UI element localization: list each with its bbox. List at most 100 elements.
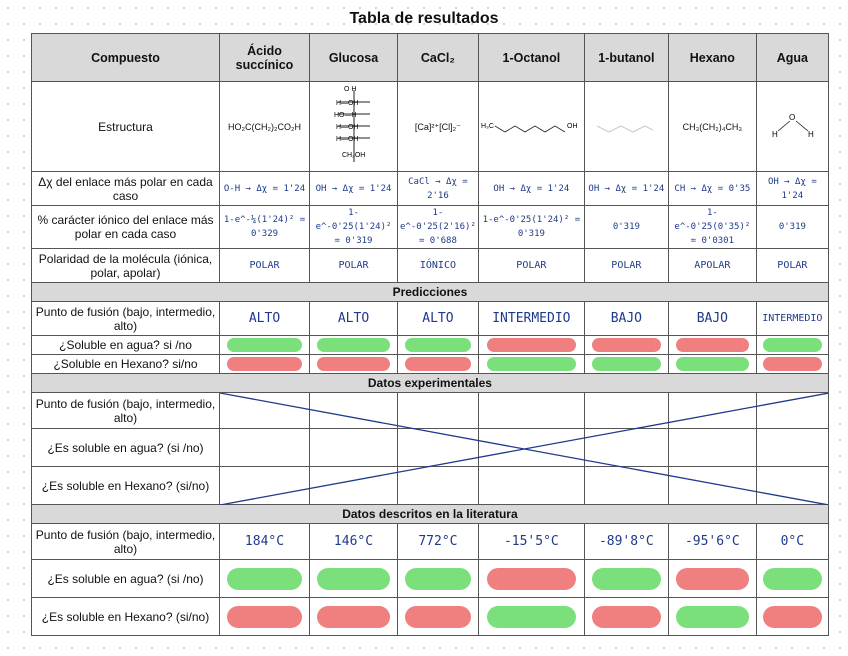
lit-agua-pill [591,567,662,590]
pred-hexano-pill [316,357,391,371]
structure-acido-succinico: HO₂C(CH₂)₂CO₂H [219,81,310,172]
row-label-exp-agua: ¿Es soluble en agua? (si /no) [31,428,220,467]
structure-octanol: H₃C OH [477,81,585,172]
row-label-exp-fusion: Punto de fusión (bajo, intermedio, alto) [31,392,220,429]
pred-agua-2 [397,335,479,355]
water-h2: H [808,130,814,139]
lit-hexano-pill [675,605,749,628]
section-experimentales: Datos experimentales [31,373,829,393]
lit-agua-3 [477,559,585,598]
exp-cell [667,466,757,505]
header-octanol: 1-Octanol [477,33,585,82]
pred-fusion-2: ALTO [397,301,479,336]
lit-hexano-pill [227,605,302,628]
delta-chi-5: CH → Δχ = 0'35 [667,171,757,206]
exp-cell [667,392,757,429]
pred-fusion-6: INTERMEDIO [755,301,829,336]
structure-glucosa: O H H—OH HO—H H—OH H—OH CH₂OH [309,81,398,172]
lit-hexano-1 [309,597,398,636]
row-pred-agua: ¿Soluble en agua? si /no [31,335,829,355]
pred-fusion-0: ALTO [219,301,310,336]
lit-agua-pill [486,567,576,590]
lit-agua-1 [309,559,398,598]
pred-hexano-pill [486,357,576,371]
row-exp-agua: ¿Es soluble en agua? (si /no) [31,428,829,467]
row-exp-hexano: ¿Es soluble en Hexano? (si/no) [31,466,829,505]
butanol-zigzag-drawing [597,125,654,133]
pred-agua-pill [486,338,576,352]
lit-hexano-pill [404,605,472,628]
pred-hexano-0 [219,354,310,374]
pred-hexano-3 [477,354,585,374]
ionic-2: 1-e^-0'25(2'16)² = 0'688 [397,205,479,249]
row-pred-hexano: ¿Soluble en Hexano? si/no [31,354,829,374]
lit-agua-pill [762,567,822,590]
pred-agua-1 [309,335,398,355]
pred-agua-3 [477,335,585,355]
header-row: Compuesto Ácido succínico Glucosa CaCl₂ … [31,33,829,82]
table-title: Tabla de resultados [349,10,499,27]
polaridad-0: POLAR [219,248,310,283]
delta-chi-0: O-H → Δχ = 1'24 [219,171,310,206]
lit-fusion-3: -15'5°C [477,523,585,560]
delta-chi-2: CaCl → Δχ = 2'16 [397,171,479,206]
header-agua: Agua [755,33,829,82]
exp-cell [583,392,669,429]
delta-chi-6: OH → Δχ = 1'24 [755,171,829,206]
header-butanol: 1-butanol [583,33,669,82]
row-label-delta-chi: Δχ del enlace más polar en cada caso [31,171,220,206]
section-literatura: Datos descritos en la literatura [31,504,829,524]
polaridad-1: POLAR [309,248,398,283]
lit-agua-pill [675,567,749,590]
glucose-line-4: H—OH [336,136,359,143]
lit-agua-pill [227,567,302,590]
pred-hexano-pill [762,357,822,371]
structure-cacl2: [Ca]²⁺[Cl]₂⁻ [397,81,479,172]
water-structure-drawing: H O H [772,113,814,139]
row-ionic: % carácter iónico del enlace más polar e… [31,205,829,249]
lit-agua-pill [316,567,391,590]
pred-hexano-1 [309,354,398,374]
lit-agua-2 [397,559,479,598]
lit-hexano-0 [219,597,310,636]
pred-hexano-2 [397,354,479,374]
pred-fusion-1: ALTO [309,301,398,336]
ionic-6: 0'319 [755,205,829,249]
exp-cell [397,466,479,505]
pred-agua-0 [219,335,310,355]
lit-hexano-pill [591,605,662,628]
row-pred-fusion: Punto de fusión (bajo, intermedio, alto)… [31,301,829,336]
structure-hexano: CH₃(CH₂)₄CH₃ [667,81,757,172]
section-title-predicciones: Predicciones [31,282,829,302]
row-label-estructura: Estructura [31,81,220,172]
header-glucosa: Glucosa [309,33,398,82]
lit-hexano-2 [397,597,479,636]
polaridad-2: IÓNICO [397,248,479,283]
glucose-line-0: O H [344,86,356,93]
exp-cell [667,428,757,467]
pred-hexano-pill [404,357,472,371]
delta-chi-1: OH → Δχ = 1'24 [309,171,398,206]
delta-chi-4: OH → Δχ = 1'24 [583,171,669,206]
glucose-structure-drawing: O H H—OH HO—H H—OH H—OH CH₂OH [334,86,370,162]
row-lit-hexano: ¿Es soluble en Hexano? (si/no) [31,597,829,636]
lit-agua-0 [219,559,310,598]
row-lit-fusion: Punto de fusión (bajo, intermedio, alto)… [31,523,829,560]
pred-agua-pill [762,338,822,352]
lit-fusion-4: -89'8°C [583,523,669,560]
polaridad-5: APOLAR [667,248,757,283]
section-title-literatura: Datos descritos en la literatura [31,504,829,524]
polaridad-6: POLAR [755,248,829,283]
row-label-exp-hexano: ¿Es soluble en Hexano? (si/no) [31,466,220,505]
pred-fusion-5: BAJO [667,301,757,336]
pred-agua-6 [755,335,829,355]
row-label-ionic: % carácter iónico del enlace más polar e… [31,205,220,249]
lit-agua-5 [667,559,757,598]
header-hexano: Hexano [667,33,757,82]
exp-cell [397,428,479,467]
row-polaridad: Polaridad de la molécula (iónica, polar,… [31,248,829,283]
pred-hexano-6 [755,354,829,374]
exp-cell [309,466,398,505]
row-delta-chi: Δχ del enlace más polar en cada caso O-H… [31,171,829,206]
exp-cell [219,466,310,505]
